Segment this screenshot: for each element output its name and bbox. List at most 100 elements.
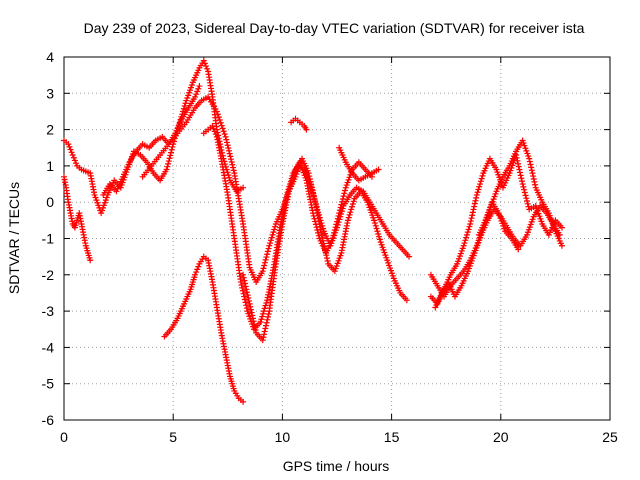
data-point-fill — [333, 221, 340, 228]
data-point-fill — [372, 222, 379, 229]
data-point-fill — [245, 297, 252, 304]
data-point-fill — [521, 189, 528, 196]
data-point-fill — [165, 160, 172, 167]
data-point-fill — [243, 302, 250, 309]
data-point-fill — [526, 158, 533, 165]
data-point-fill — [262, 256, 269, 263]
data-point-fill — [269, 231, 276, 238]
data-point-fill — [321, 243, 328, 250]
data-point-fill — [251, 321, 258, 328]
data-point-fill — [374, 228, 381, 235]
data-point — [329, 235, 336, 242]
data-point-fill — [242, 283, 249, 290]
data-point-fill — [528, 164, 535, 171]
data-point-fill — [260, 334, 267, 341]
data-point-fill — [527, 161, 534, 168]
data-point — [558, 224, 565, 231]
data-point-fill — [68, 149, 75, 156]
data-point-fill — [245, 295, 252, 302]
data-point-fill — [248, 309, 255, 316]
data-point — [246, 300, 253, 307]
x-axis-label: GPS time / hours — [283, 458, 390, 474]
data-point-fill — [226, 150, 233, 157]
data-point-fill — [530, 173, 537, 180]
data-point-fill — [346, 211, 353, 218]
data-point-fill — [264, 248, 271, 255]
data-point — [257, 318, 264, 325]
data-point-fill — [261, 305, 268, 312]
data-point-fill — [347, 209, 354, 216]
data-point-fill — [338, 201, 345, 208]
data-point-fill — [349, 203, 356, 210]
data-point-fill — [337, 204, 344, 211]
data-point-fill — [470, 206, 477, 213]
y-tick-label: -1 — [42, 231, 55, 247]
y-tick-label: 3 — [46, 85, 54, 101]
data-point-fill — [373, 225, 380, 232]
data-point-fill — [518, 175, 525, 182]
x-tick-label: 15 — [384, 429, 400, 445]
data-point-fill — [375, 230, 382, 237]
data-point-fill — [241, 296, 248, 303]
data-point-fill — [345, 214, 352, 221]
data-point-fill — [168, 149, 175, 156]
data-point-fill — [67, 146, 74, 153]
chart-title: Day 239 of 2023, Sidereal Day-to-day VTE… — [84, 20, 585, 36]
data-point-fill — [238, 281, 245, 288]
data-point-fill — [310, 190, 317, 197]
data-point-fill — [515, 163, 522, 170]
data-point-fill — [324, 258, 331, 265]
data-point — [65, 141, 72, 148]
y-axis-label: SDTVAR / TECUs — [6, 182, 22, 294]
data-point-fill — [259, 313, 266, 320]
data-point-fill — [464, 229, 471, 236]
data-point-fill — [530, 175, 537, 182]
data-point-fill — [335, 212, 342, 219]
data-point — [375, 166, 382, 173]
data-point-fill — [479, 172, 486, 179]
data-point — [259, 337, 266, 344]
data-point-fill — [220, 128, 227, 135]
data-point-fill — [265, 311, 272, 318]
data-point-fill — [308, 181, 315, 188]
data-point-fill — [260, 265, 267, 272]
data-point — [519, 181, 526, 188]
data-point-fill — [271, 226, 278, 233]
data-point — [192, 93, 199, 100]
y-tick-label: 0 — [46, 194, 54, 210]
data-point-fill — [522, 192, 529, 199]
data-point-fill — [371, 220, 378, 227]
data-point-fill — [239, 284, 246, 291]
data-point-fill — [167, 152, 174, 159]
data-point — [305, 170, 312, 177]
data-point-fill — [320, 237, 327, 244]
data-point-fill — [342, 187, 349, 194]
data-point-fill — [315, 232, 322, 239]
data-point-fill — [306, 173, 313, 180]
data-point-fill — [227, 153, 234, 160]
data-point-fill — [478, 175, 485, 182]
data-point — [526, 155, 533, 162]
data-series — [61, 57, 565, 405]
data-point-fill — [225, 147, 232, 154]
data-point-fill — [261, 262, 268, 269]
data-point — [222, 133, 229, 140]
data-point-fill — [224, 142, 231, 149]
data-point-fill — [518, 178, 525, 185]
data-point-fill — [230, 164, 237, 171]
data-point-fill — [376, 236, 383, 243]
data-point-fill — [242, 280, 249, 287]
data-point-fill — [219, 125, 226, 132]
data-point-fill — [241, 277, 248, 284]
data-point-fill — [291, 169, 298, 176]
data-point-fill — [66, 143, 73, 150]
data-point-fill — [472, 197, 479, 204]
x-tick-label: 10 — [275, 429, 291, 445]
data-point-fill — [261, 259, 268, 266]
data-point-fill — [244, 292, 251, 299]
data-point-fill — [221, 131, 228, 138]
data-point-fill — [290, 174, 297, 181]
data-point-fill — [166, 155, 173, 162]
data-point — [344, 217, 351, 224]
data-point-fill — [320, 240, 327, 247]
